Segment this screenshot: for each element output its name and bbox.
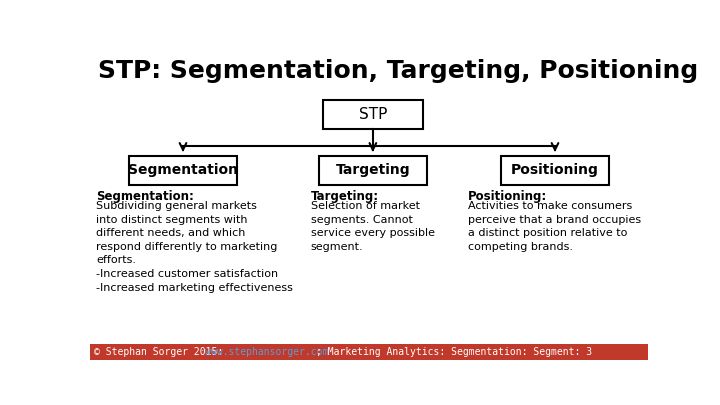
Bar — [319, 156, 427, 185]
Text: Positioning:: Positioning: — [468, 190, 547, 202]
Text: © Stephan Sorger 2015:: © Stephan Sorger 2015: — [94, 347, 229, 357]
Bar — [500, 156, 609, 185]
Bar — [90, 343, 648, 360]
Text: Selection of market
segments. Cannot
service every possible
segment.: Selection of market segments. Cannot ser… — [311, 201, 435, 252]
Text: Segmentation: Segmentation — [128, 163, 238, 177]
Bar — [129, 156, 238, 185]
Text: www.stephansorger.com: www.stephansorger.com — [204, 347, 328, 357]
Text: Positioning: Positioning — [511, 163, 599, 177]
Text: Activities to make consumers
perceive that a brand occupies
a distinct position : Activities to make consumers perceive th… — [468, 201, 642, 252]
Text: Targeting: Targeting — [336, 163, 410, 177]
Text: STP: STP — [359, 107, 387, 122]
Bar — [323, 100, 423, 130]
Text: ; Marketing Analytics: Segmentation: Segment: 3: ; Marketing Analytics: Segmentation: Seg… — [316, 347, 593, 357]
Text: Subdividing general markets
into distinct segments with
different needs, and whi: Subdividing general markets into distinc… — [96, 201, 293, 293]
Text: Segmentation:: Segmentation: — [96, 190, 194, 202]
Text: Targeting:: Targeting: — [311, 190, 379, 202]
Text: STP: Segmentation, Targeting, Positioning: STP: Segmentation, Targeting, Positionin… — [98, 59, 698, 83]
